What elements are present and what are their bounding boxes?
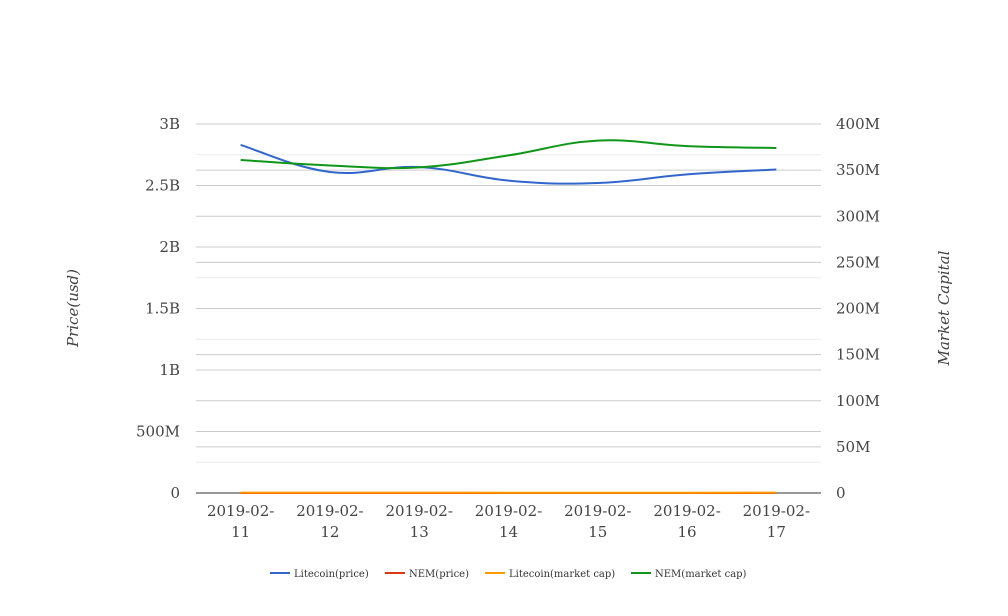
gridlines: [196, 123, 821, 494]
left-tick-label: 1.5B: [145, 300, 180, 318]
series-line-nem-market-cap: [240, 139, 777, 170]
legend-label-litecoin-price: Litecoin(price): [294, 569, 369, 580]
x-tick-label: 2019-02-14: [475, 502, 542, 541]
right-tick-label: 250M: [836, 253, 880, 271]
x-axis-ticks: 2019-02-11 2019-02-12 2019-02-13 2019-02-14…: [207, 502, 810, 541]
legend-label-litecoin-market-cap: Litecoin(market cap): [509, 569, 615, 580]
right-axis-title: Market Capital: [935, 250, 953, 366]
left-tick-label: 0: [170, 484, 180, 502]
right-tick-label: 400M: [836, 115, 880, 133]
x-tick-label: 2019-02-12: [296, 502, 363, 541]
left-axis-title: Price(usd): [64, 269, 82, 348]
x-tick-label: 2019-02-13: [386, 502, 453, 541]
x-tick-label: 2019-02-17: [743, 502, 810, 541]
legend-label-nem-market-cap: NEM(market cap): [655, 569, 747, 580]
left-tick-label: 1B: [159, 361, 180, 379]
right-tick-label: 150M: [836, 346, 880, 364]
right-tick-label: 350M: [836, 161, 880, 179]
legend-label-nem-price: NEM(price): [409, 569, 469, 580]
left-tick-label: 3B: [159, 115, 180, 133]
left-tick-label: 2B: [159, 238, 180, 256]
right-tick-label: 100M: [836, 392, 880, 410]
left-tick-label: 2.5B: [145, 177, 180, 195]
series-line-litecoin-price: [240, 143, 777, 185]
series-lines: [240, 139, 777, 495]
left-axis-ticks: 0 500M 1B 1.5B 2B 2.5B 3B: [136, 115, 180, 502]
x-tick-label: 2019-02-16: [653, 502, 720, 541]
x-tick-label: 2019-02-15: [564, 502, 631, 541]
left-tick-label: 500M: [136, 423, 180, 441]
legend: Litecoin(price) NEM(price) Litecoin(market…: [270, 569, 747, 580]
right-tick-label: 0: [836, 484, 846, 502]
right-axis-ticks: 0 50M 100M 150M 200M 250M 300M 350M 400M: [836, 115, 880, 502]
right-tick-label: 200M: [836, 300, 880, 318]
x-tick-label: 2019-02-11: [207, 502, 274, 541]
right-tick-label: 300M: [836, 207, 880, 225]
right-tick-label: 50M: [836, 438, 870, 456]
